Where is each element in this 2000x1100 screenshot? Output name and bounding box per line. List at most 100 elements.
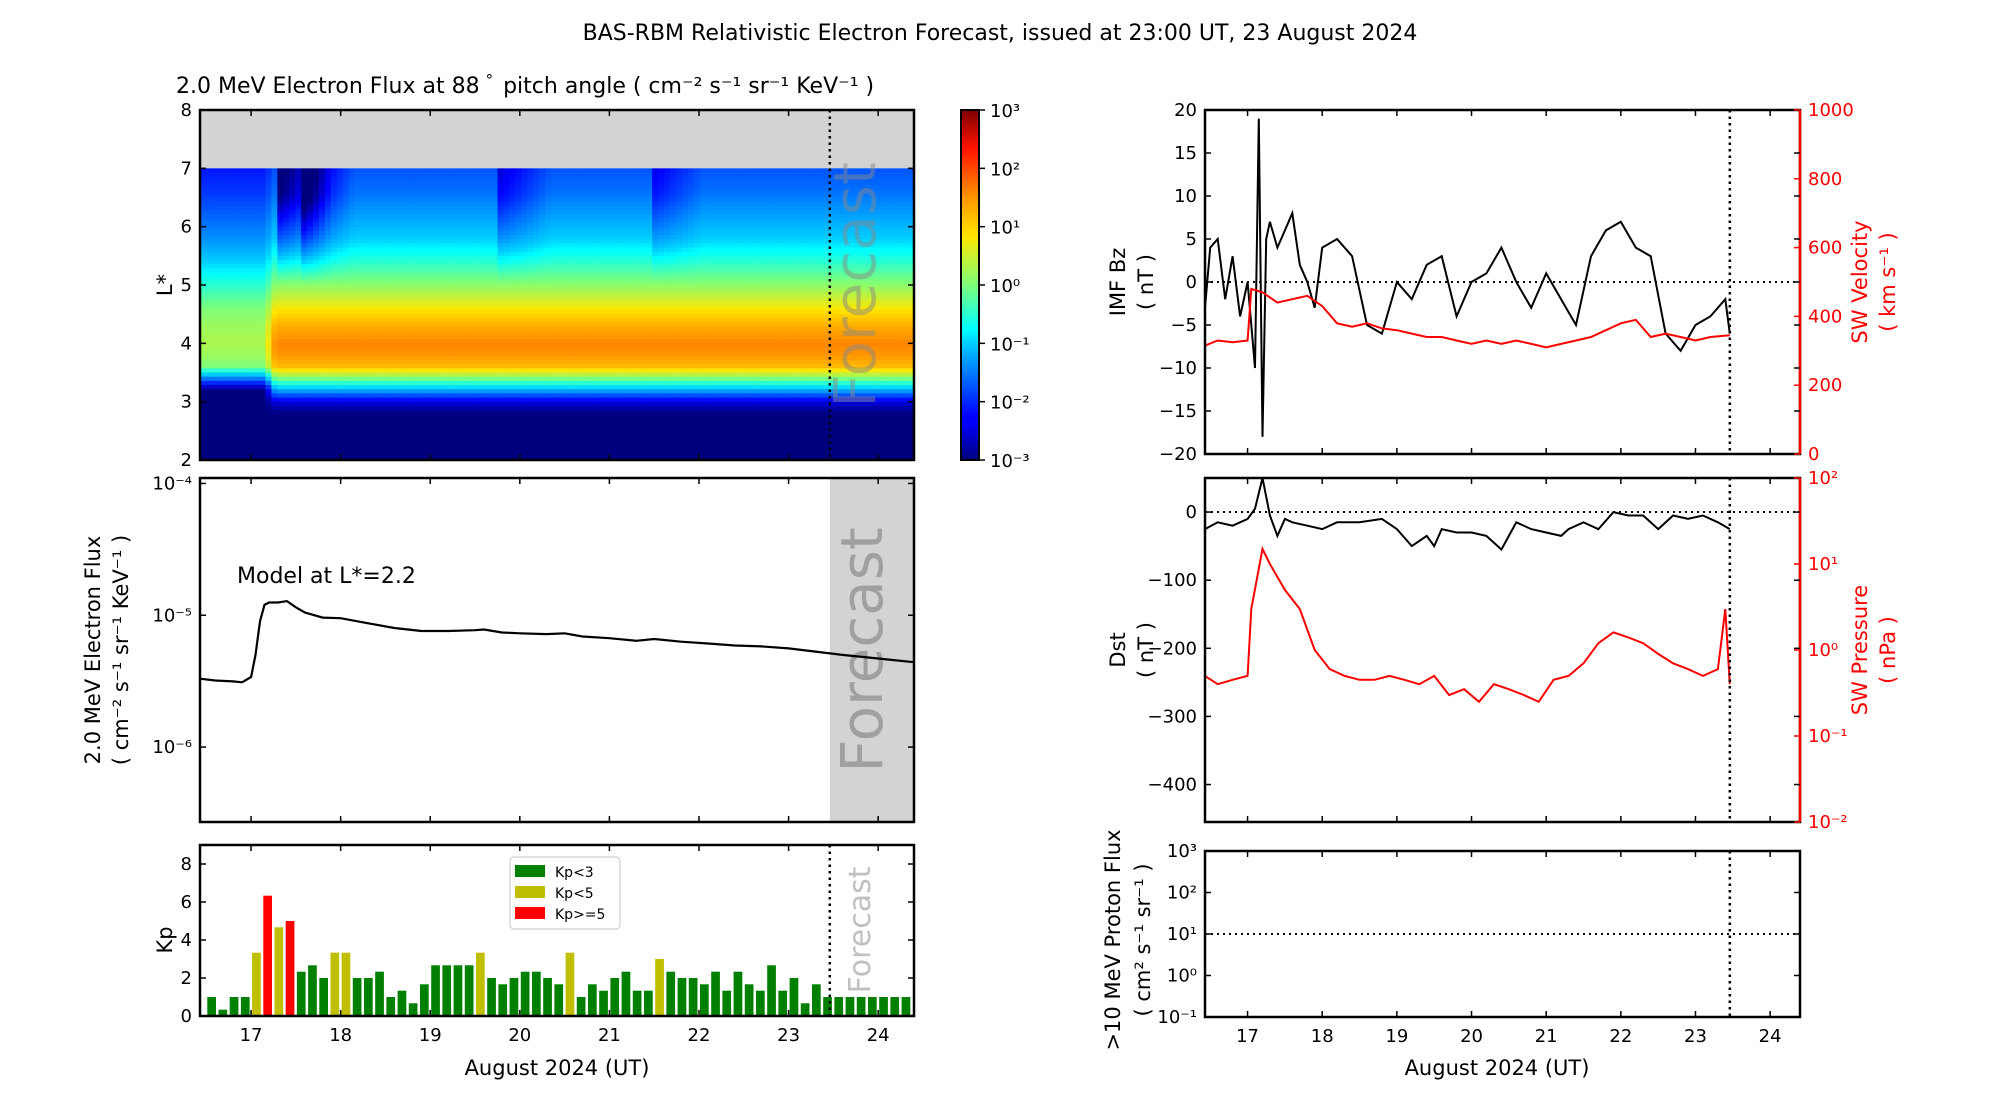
heatmap-cell xyxy=(598,322,606,328)
heatmap-cell xyxy=(289,318,296,324)
heatmap-cell xyxy=(604,347,612,353)
heatmap-cell xyxy=(515,197,522,203)
heatmap-cell xyxy=(455,210,463,215)
heatmap-cell xyxy=(574,368,582,374)
heatmap-cell xyxy=(348,351,356,357)
heatmap-cell xyxy=(461,355,469,361)
heatmap-cell xyxy=(253,214,261,219)
heatmap-cell xyxy=(217,289,225,294)
heatmap-cell xyxy=(491,222,499,228)
heatmap-cell xyxy=(366,247,374,253)
heatmap-cell xyxy=(360,201,368,207)
heatmap-cell xyxy=(533,393,540,399)
heatmap-cell xyxy=(342,372,350,378)
heatmap-cell xyxy=(443,272,451,278)
heatmap-cell xyxy=(307,218,314,224)
heatmap-cell xyxy=(521,197,528,203)
heatmap-cell xyxy=(241,297,249,303)
heatmap-cell xyxy=(438,301,445,307)
heatmap-cell xyxy=(319,239,326,244)
heatmap-cell xyxy=(515,168,522,174)
heatmap-cell xyxy=(348,355,356,361)
heatmap-cell xyxy=(342,451,350,457)
heatmap-cell xyxy=(467,239,475,244)
heatmap-cell xyxy=(295,339,302,344)
heatmap-cell xyxy=(319,368,326,374)
heatmap-cell xyxy=(253,380,261,386)
heatmap-cell xyxy=(360,401,368,407)
heatmap-cell xyxy=(426,285,433,290)
heatmap-cell xyxy=(313,414,320,419)
heatmap-cell xyxy=(545,276,552,282)
heatmap-cell xyxy=(497,210,505,215)
heatmap-cell xyxy=(396,339,403,344)
heatmap-cell xyxy=(420,376,427,382)
heatmap-cell xyxy=(384,293,391,299)
heatmap-cell xyxy=(247,180,255,186)
heatmap-cell xyxy=(509,368,516,374)
heatmap-cell xyxy=(497,226,505,232)
heatmap-cell xyxy=(580,210,588,215)
heatmap-cell xyxy=(545,443,552,449)
heatmap-cell xyxy=(426,230,433,236)
heatmap-cell xyxy=(402,239,409,244)
heatmap-cell xyxy=(616,180,624,186)
heatmap-cell xyxy=(324,339,332,344)
heatmap-cell xyxy=(467,435,475,440)
heatmap-cell xyxy=(580,201,588,207)
heatmap-cell xyxy=(568,185,576,190)
heatmap-cell xyxy=(253,264,261,269)
heatmap-cell xyxy=(217,360,225,365)
heatmap-cell xyxy=(568,339,576,344)
heatmap-cell xyxy=(533,247,540,253)
heatmap-cell xyxy=(551,289,558,294)
heatmap-cell xyxy=(461,285,469,290)
heatmap-cell xyxy=(205,247,213,253)
heatmap-cell xyxy=(592,422,600,428)
heatmap-cell xyxy=(414,426,421,432)
heatmap-cell xyxy=(604,385,612,390)
heatmap-cell xyxy=(241,368,249,374)
heatmap-cell xyxy=(200,339,207,344)
heatmap-cell xyxy=(295,243,302,249)
heatmap-cell xyxy=(396,322,403,328)
heatmap-cell xyxy=(372,372,380,378)
heatmap-cell xyxy=(217,280,225,286)
heatmap-cell xyxy=(324,405,332,411)
heatmap-cell xyxy=(515,301,522,307)
heatmap-cell xyxy=(360,330,368,336)
heatmap-cell xyxy=(330,322,338,328)
heatmap-cell xyxy=(616,210,624,215)
heatmap-cell xyxy=(295,293,302,299)
heatmap-cell xyxy=(390,443,397,449)
heatmap-cell xyxy=(378,385,386,390)
heatmap-cell xyxy=(527,247,534,253)
heatmap-cell xyxy=(229,430,237,436)
heatmap-cell xyxy=(533,172,540,178)
heatmap-cell xyxy=(348,168,356,174)
heatmap-cell xyxy=(390,172,397,178)
heatmap-cell xyxy=(586,385,594,390)
heatmap-cell xyxy=(205,210,213,215)
heatmap-cell xyxy=(295,347,302,353)
heatmap-cell xyxy=(348,326,356,332)
heatmap-cell xyxy=(509,376,516,382)
heatmap-cell xyxy=(348,343,356,349)
heatmap-cell xyxy=(479,305,487,311)
heatmap-cell xyxy=(527,405,534,411)
heatmap-cell xyxy=(438,339,445,344)
heatmap-cell xyxy=(200,447,207,453)
heatmap-cell xyxy=(432,426,439,432)
heatmap-cell xyxy=(426,305,433,311)
heatmap-cell xyxy=(301,330,308,336)
heatmap-cell xyxy=(217,176,225,182)
heatmap-cell xyxy=(295,201,302,207)
heatmap-cell xyxy=(390,310,397,315)
heatmap-cell xyxy=(265,422,272,428)
heatmap-cell xyxy=(533,376,540,382)
heatmap-cell xyxy=(217,226,225,232)
heatmap-cell xyxy=(271,264,278,269)
heatmap-cell xyxy=(438,343,445,349)
heatmap-cell xyxy=(497,239,505,244)
heatmap-cell xyxy=(479,314,487,319)
